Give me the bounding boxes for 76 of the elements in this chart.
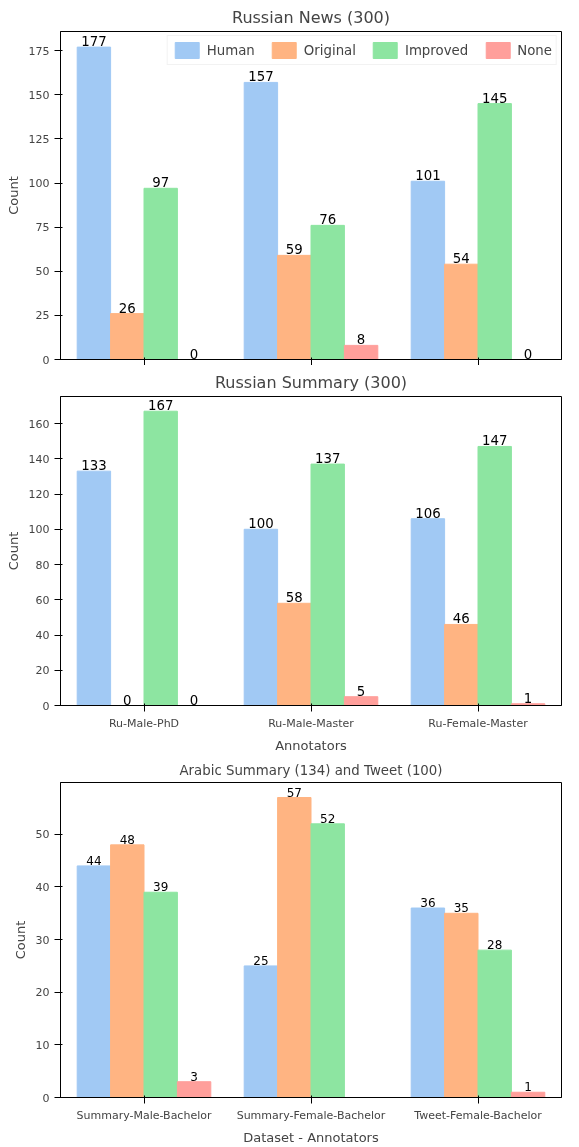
y-tick-label: 150: [28, 88, 50, 102]
data-label: 101: [415, 168, 441, 184]
data-label: 76: [319, 212, 337, 228]
legend-label: Improved: [404, 42, 469, 58]
data-label: 106: [415, 505, 441, 521]
data-label: 145: [481, 90, 508, 106]
data-label: 147: [481, 433, 508, 449]
y-tick-label: 20: [35, 986, 50, 1000]
x-tick-label: Ru-Female-Master: [428, 716, 529, 730]
data-label: 46: [452, 611, 470, 627]
y-tick-label: 140: [28, 452, 50, 466]
legend-label: Human: [206, 42, 255, 58]
data-label: 167: [147, 398, 174, 414]
data-label: 44: [86, 853, 102, 868]
data-label: 3: [190, 1069, 198, 1084]
y-tick-label: 125: [28, 132, 50, 146]
chart-title: Russian News (300): [231, 7, 391, 27]
y-tick-label: 0: [42, 1091, 50, 1105]
y-tick-label: 40: [35, 880, 50, 894]
data-label: 0: [189, 692, 199, 708]
x-tick-label: Summary-Male-Bachelor: [76, 1108, 212, 1122]
y-tick-label: 40: [35, 629, 50, 643]
y-tick-label: 0: [42, 353, 50, 367]
y-axis-title: Count: [5, 176, 21, 215]
y-tick-label: 100: [28, 523, 50, 537]
data-label: 35: [453, 901, 469, 916]
data-label: 137: [314, 451, 341, 467]
y-tick-label: 50: [35, 828, 50, 842]
data-label: 100: [248, 516, 274, 532]
data-label: 177: [81, 34, 107, 50]
data-label: 25: [253, 953, 269, 968]
y-tick-label: 25: [35, 309, 50, 323]
y-tick-label: 75: [35, 221, 50, 235]
data-label: 133: [81, 458, 107, 474]
data-label: 36: [420, 896, 436, 911]
data-label: 39: [153, 880, 169, 895]
y-tick-label: 160: [28, 417, 50, 431]
data-label: 54: [452, 251, 470, 267]
y-tick-label: 50: [35, 265, 50, 279]
data-label: 0: [123, 692, 132, 708]
data-label: 5: [356, 683, 366, 699]
data-label: 57: [286, 785, 302, 800]
data-label: 8: [356, 332, 366, 348]
y-tick-label: 10: [35, 1038, 50, 1052]
y-tick-label: 0: [42, 699, 50, 713]
x-tick-label: Ru-Male-Master: [268, 716, 355, 730]
y-tick-label: 175: [28, 44, 50, 58]
y-tick-label: 20: [35, 664, 50, 678]
legend-label: Original: [303, 42, 356, 58]
legend-label: None: [517, 42, 552, 58]
data-label: 59: [285, 242, 303, 258]
x-tick-label: Tweet-Female-Bachelor: [413, 1108, 543, 1122]
data-label: 0: [189, 346, 199, 362]
chart-title: Arabic Summary (134) and Tweet (100): [179, 762, 443, 778]
chart-title: Russian Summary (300): [214, 372, 408, 392]
y-tick-label: 30: [35, 933, 50, 947]
data-label: 0: [523, 346, 533, 362]
y-tick-label: 100: [28, 177, 50, 191]
y-axis-title: Count: [12, 920, 28, 960]
data-label: 1: [524, 1080, 532, 1095]
data-label: 1: [523, 690, 533, 706]
y-tick-label: 80: [35, 558, 50, 572]
data-label: 26: [118, 300, 136, 316]
x-tick-label: Summary-Female-Bachelor: [236, 1108, 386, 1122]
data-label: 28: [487, 938, 503, 953]
y-tick-label: 60: [35, 593, 50, 607]
x-tick-label: Ru-Male-PhD: [108, 716, 180, 730]
x-axis-title: Annotators: [275, 737, 348, 753]
y-axis-title: Count: [5, 531, 21, 571]
data-label: 48: [119, 832, 135, 847]
data-label: 52: [320, 811, 336, 826]
data-label: 97: [152, 175, 170, 191]
x-axis-title: Dataset - Annotators: [243, 1129, 379, 1145]
data-label: 58: [285, 590, 303, 606]
data-label: 157: [248, 69, 274, 85]
y-tick-label: 120: [28, 488, 50, 502]
